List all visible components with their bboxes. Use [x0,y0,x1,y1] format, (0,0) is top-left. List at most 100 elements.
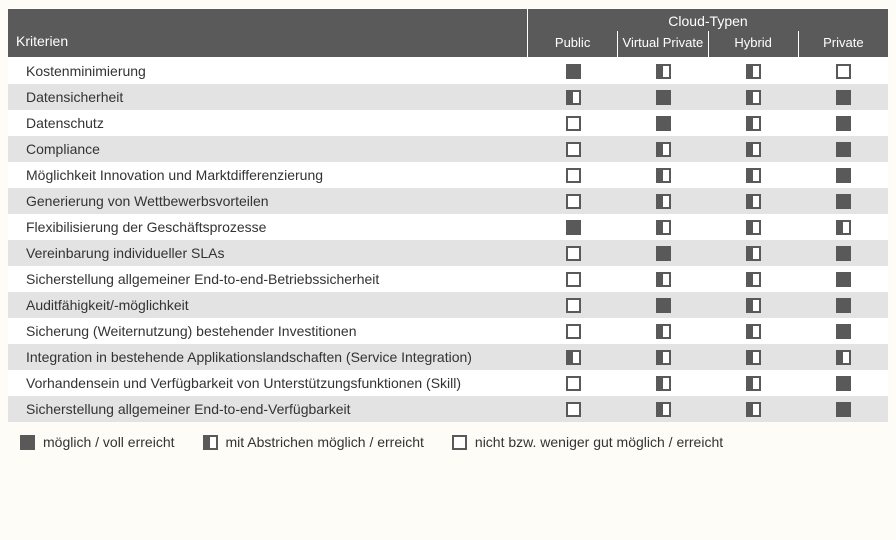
row-cell [798,64,888,79]
row-cell [708,246,798,261]
table-row: Vorhandensein und Verfügbarkeit von Unte… [8,370,888,396]
row-cell [708,142,798,157]
row-cell [528,90,618,105]
row-cell [798,298,888,313]
row-label: Auditfähigkeit/-möglichkeit [8,297,528,313]
table-row: Sicherung (Weiternutzung) bestehender In… [8,318,888,344]
row-label: Datensicherheit [8,89,528,105]
row-cell [798,168,888,183]
row-label: Kostenminimierung [8,63,528,79]
value-box-icon [656,116,671,131]
value-box-icon [746,324,761,339]
value-box-icon [746,376,761,391]
row-cell [618,272,708,287]
row-label: Compliance [8,141,528,157]
value-box-icon [566,90,581,105]
row-cell [528,168,618,183]
row-cell [798,402,888,417]
legend-item-empty: nicht bzw. weniger gut möglich / erreich… [452,434,723,450]
row-cell [618,350,708,365]
value-box-icon [566,272,581,287]
value-box-icon [656,168,671,183]
row-cell [708,402,798,417]
value-box-icon [656,220,671,235]
cloud-types-comparison-table: Kriterien Cloud-Typen Public Virtual Pri… [8,8,888,454]
row-cell [618,64,708,79]
value-box-icon [836,402,851,417]
value-box-icon [836,142,851,157]
row-cell [528,142,618,157]
value-box-icon [836,350,851,365]
row-cell [708,194,798,209]
value-box-icon [746,220,761,235]
value-box-icon [656,246,671,261]
value-box-icon [746,350,761,365]
table-row: Datensicherheit [8,84,888,110]
value-box-icon [566,402,581,417]
table-row: Vereinbarung individueller SLAs [8,240,888,266]
value-box-icon [656,272,671,287]
value-box-icon [566,64,581,79]
row-cell [708,298,798,313]
row-cell [798,324,888,339]
value-box-icon [566,194,581,209]
row-cell [618,376,708,391]
header-group-label: Cloud-Typen [528,9,888,31]
row-cell [528,116,618,131]
value-box-icon [746,168,761,183]
table-row: Sicherstellung allgemeiner End-to-end-Be… [8,266,888,292]
row-cell [528,272,618,287]
table-header: Kriterien Cloud-Typen Public Virtual Pri… [8,8,888,58]
row-label: Sicherung (Weiternutzung) bestehender In… [8,323,528,339]
row-cell [618,142,708,157]
row-cell [708,220,798,235]
value-box-icon [746,298,761,313]
row-cell [798,90,888,105]
value-box-icon [656,324,671,339]
row-cell [708,116,798,131]
row-cell [618,194,708,209]
value-box-icon [746,64,761,79]
value-box-icon [566,246,581,261]
value-box-icon [656,402,671,417]
row-cell [528,64,618,79]
value-box-icon [746,246,761,261]
row-label: Generierung von Wettbewerbsvorteilen [8,193,528,209]
legend-item-full: möglich / voll erreicht [20,434,175,450]
table-row: Kostenminimierung [8,58,888,84]
row-label: Vereinbarung individueller SLAs [8,245,528,261]
table-row: Datenschutz [8,110,888,136]
table-row: Flexibilisierung der Geschäftsprozesse [8,214,888,240]
row-cell [798,272,888,287]
value-box-icon [836,116,851,131]
value-box-icon [836,194,851,209]
row-cell [708,168,798,183]
value-box-icon [836,246,851,261]
header-columns: Public Virtual Private Hybrid Private [528,31,888,57]
header-col-public: Public [528,31,617,57]
legend-box-full-icon [20,435,35,450]
value-box-icon [656,64,671,79]
row-cell [618,168,708,183]
row-cell [798,194,888,209]
row-label: Sicherstellung allgemeiner End-to-end-Ve… [8,401,528,417]
value-box-icon [566,324,581,339]
table-row: Auditfähigkeit/-möglichkeit [8,292,888,318]
value-box-icon [746,116,761,131]
value-box-icon [566,220,581,235]
header-col-hybrid: Hybrid [708,31,798,57]
row-cell [618,116,708,131]
value-box-icon [656,90,671,105]
value-box-icon [746,402,761,417]
header-col-private: Private [798,31,888,57]
header-cloud-group: Cloud-Typen Public Virtual Private Hybri… [528,9,888,57]
header-col-virtual-private: Virtual Private [617,31,707,57]
value-box-icon [836,376,851,391]
row-cell [528,246,618,261]
legend-label-half: mit Abstrichen möglich / erreicht [226,434,424,450]
row-cell [528,350,618,365]
row-cell [528,220,618,235]
legend-item-half: mit Abstrichen möglich / erreicht [203,434,424,450]
value-box-icon [836,298,851,313]
row-cell [528,402,618,417]
